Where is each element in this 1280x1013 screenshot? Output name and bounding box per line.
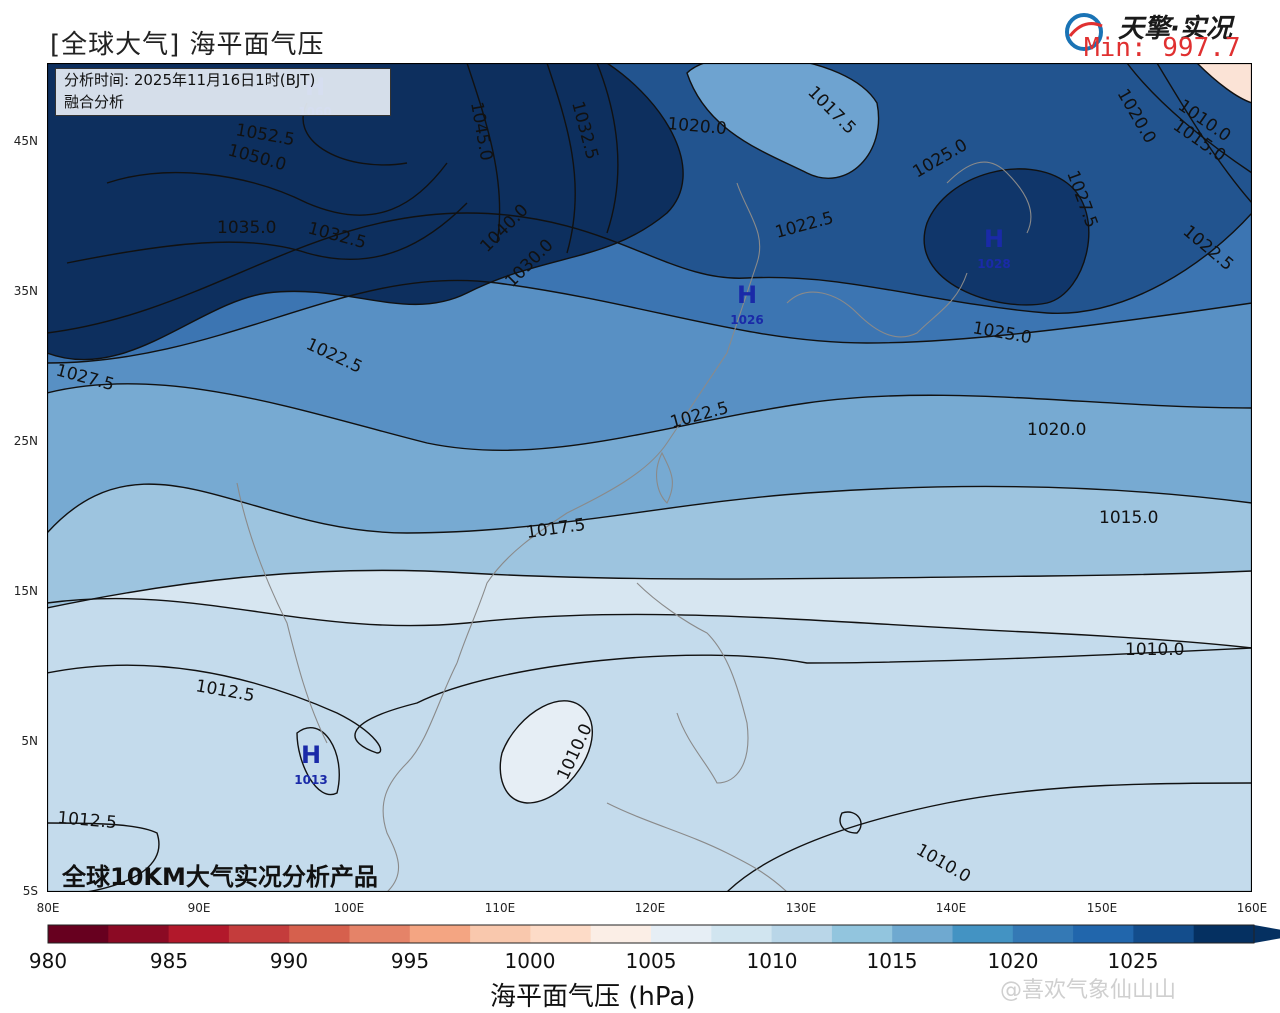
colorbar-segment [771, 925, 833, 943]
colorbar-segment [530, 925, 592, 943]
colorbar-segment [289, 925, 350, 943]
high-marker-label: H [737, 281, 757, 309]
high-value: 1013 [294, 773, 327, 787]
band-ne-low [1197, 63, 1252, 103]
colorbar-segment [1193, 925, 1255, 943]
band-japan-high [924, 168, 1089, 305]
colorbar-segment [409, 925, 471, 943]
colorbar-title: 海平面气压 (hPa) [490, 982, 696, 1012]
colorbar-segment [711, 925, 773, 943]
contour-label: 1035.0 [217, 218, 276, 238]
analysis-type: 融合分析 [64, 93, 125, 111]
coastlines [236, 161, 1032, 892]
colorbar-tick: 1015 [867, 949, 918, 973]
lon-tick: 150E [1087, 901, 1118, 915]
colorbar-segment [1133, 925, 1195, 943]
lat-tick: 5S [23, 884, 38, 898]
map-border [47, 63, 1252, 892]
pressure-map: H 1060 H 1026 H 1028 H 1013 1045.0 1032.… [47, 63, 1252, 892]
brand-name: 天擎·实况 [1118, 14, 1232, 44]
map-title: [全球大气] 海平面气压 [50, 30, 325, 60]
colorbar-segment [831, 925, 893, 943]
colorbar-segment [228, 925, 290, 943]
colorbar-tick: 980 [29, 949, 67, 973]
colorbar-segment [168, 925, 230, 943]
lat-tick: 15N [14, 584, 38, 598]
lon-tick: 140E [936, 901, 967, 915]
high-marker-label: H [301, 741, 321, 769]
colorbar-segment [48, 925, 109, 943]
band-1030-core [47, 63, 684, 360]
band-north-light [687, 63, 879, 179]
colorbar-tick: 1000 [505, 949, 556, 973]
colorbar-segment [349, 925, 411, 943]
colorbar-tick: 995 [391, 949, 429, 973]
contour-label: 1015.0 [1099, 508, 1158, 528]
contour-label: 1010.0 [1125, 640, 1184, 660]
contour-label: 1020.0 [1027, 420, 1086, 440]
colorbar-segment [108, 925, 170, 943]
colorbar-segment [1073, 925, 1134, 943]
band-scs-low [500, 700, 593, 803]
colorbar-tick: 985 [150, 949, 188, 973]
high-value: 1028 [977, 257, 1010, 271]
colorbar-segment [952, 925, 1014, 943]
lat-tick: 25N [14, 434, 38, 448]
colorbar [47, 924, 1280, 944]
colorbar-segment [892, 925, 953, 943]
analysis-info-box: 分析时间: 2025年11月16日1时(BJT) 融合分析 [55, 68, 391, 116]
lon-tick: 160E [1237, 901, 1268, 915]
high-marker-label: H [984, 225, 1004, 253]
lat-tick: 45N [14, 134, 38, 148]
lon-tick: 110E [485, 901, 516, 915]
colorbar-tick: 1010 [747, 949, 798, 973]
lon-tick: 120E [635, 901, 666, 915]
colorbar-tick: 1020 [988, 949, 1039, 973]
lon-tick: 90E [188, 901, 211, 915]
lat-ticks: 45N 35N 25N 15N 5N 5S [14, 134, 38, 898]
lon-tick: 80E [37, 901, 60, 915]
brand-logo-icon [1065, 13, 1103, 51]
band-1012 [47, 598, 1252, 892]
contour-lines [47, 63, 1252, 892]
colorbar-segment [590, 925, 652, 943]
analysis-time: 分析时间: 2025年11月16日1时(BJT) [64, 71, 316, 89]
lon-tick: 130E [786, 901, 817, 915]
colorbar-tick: 1025 [1108, 949, 1159, 973]
lon-ticks: 80E 90E 100E 110E 120E 130E 140E 150E 16… [37, 901, 1268, 915]
watermark: @喜欢气象仙山山 [1000, 978, 1177, 1003]
colorbar-border [47, 924, 1255, 944]
lat-tick: 35N [14, 284, 38, 298]
colorbar-segment [1012, 925, 1074, 943]
lon-tick: 100E [334, 901, 365, 915]
high-value: 1026 [730, 313, 763, 327]
colorbar-segment [470, 925, 531, 943]
min-pressure-label: Min: 997.7 [1084, 33, 1241, 63]
product-label: 全球10KM大气实况分析产品 [62, 863, 378, 891]
colorbar-segment [651, 925, 712, 943]
colorbar-tick: 1005 [626, 949, 677, 973]
colorbar-tick: 990 [270, 949, 308, 973]
lat-tick: 5N [21, 734, 38, 748]
colorbar-ticks: 980 985 990 995 1000 1005 1010 1015 1020… [29, 949, 1159, 973]
colorbar-extend-arrow [1254, 925, 1280, 943]
